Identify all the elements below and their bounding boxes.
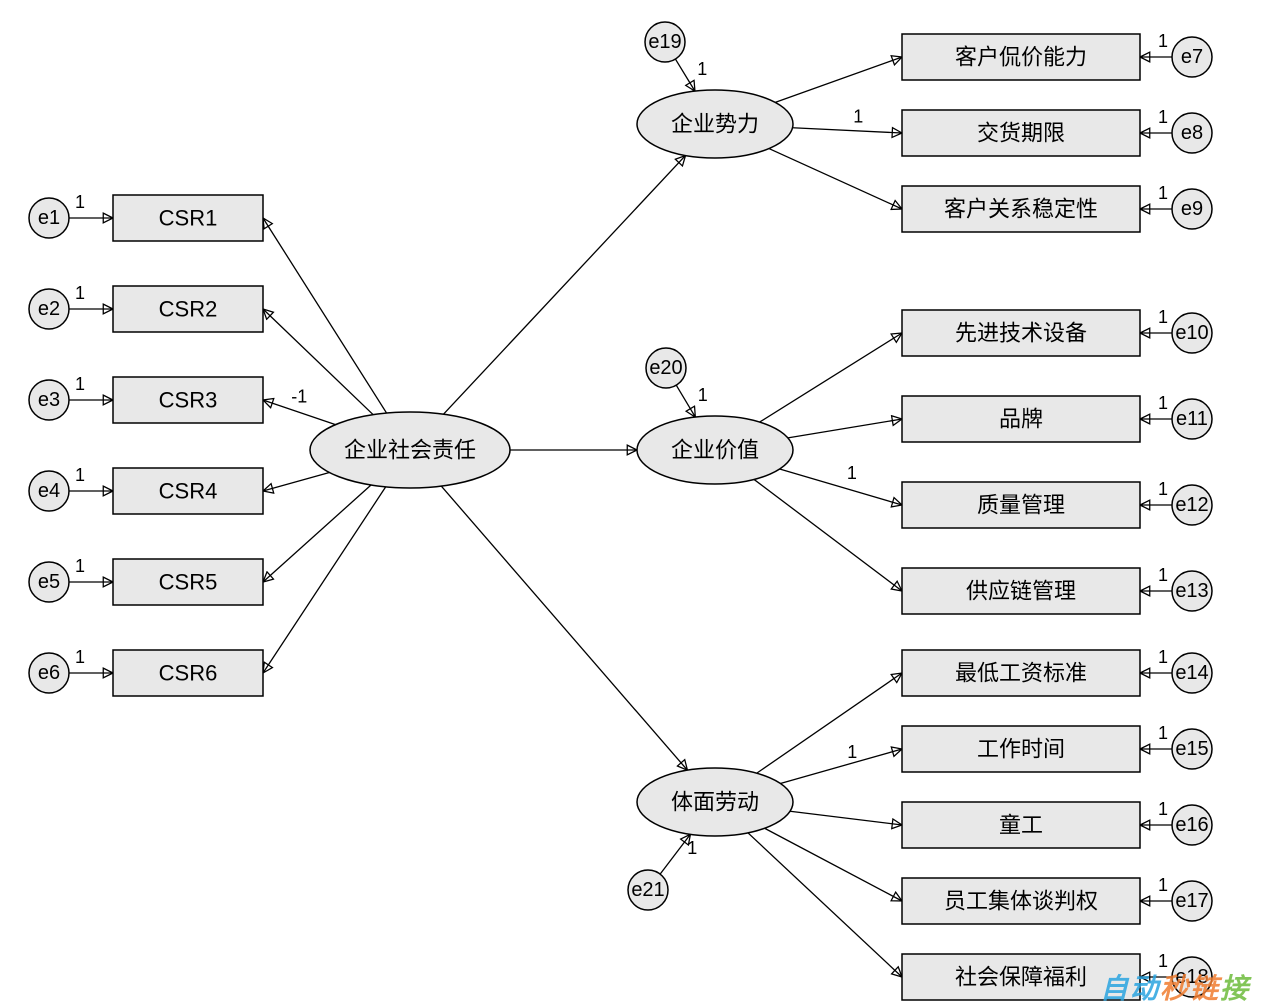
indicator-l1-label: 最低工资标准 xyxy=(955,661,1087,686)
error-e18-weight: 1 xyxy=(1158,951,1168,971)
error-e5-weight: 1 xyxy=(75,556,85,576)
latent-labor-label: 体面劳动 xyxy=(671,790,759,815)
error-e20-weight: 1 xyxy=(698,385,708,405)
indicator-csr5-label: CSR5 xyxy=(159,570,218,595)
error-e9-weight: 1 xyxy=(1158,183,1168,203)
indicator-l3-label: 童工 xyxy=(999,813,1043,838)
weight-v3: 1 xyxy=(847,463,857,483)
weight-csr3: -1 xyxy=(291,386,307,406)
error-e1-weight: 1 xyxy=(75,192,85,212)
error-e6-label: e6 xyxy=(38,662,60,684)
error-e14-weight: 1 xyxy=(1158,647,1168,667)
weight-l2: 1 xyxy=(847,742,857,762)
watermark: 自动秒链接 xyxy=(1100,973,1252,1004)
svg-text:动: 动 xyxy=(1130,973,1162,1004)
error-e9-label: e9 xyxy=(1181,198,1203,220)
indicator-l4-label: 员工集体谈判权 xyxy=(944,889,1098,914)
indicator-csr3-label: CSR3 xyxy=(159,388,218,413)
error-e16-label: e16 xyxy=(1175,814,1208,836)
weight-p2: 1 xyxy=(853,106,863,126)
latent-value-label: 企业价值 xyxy=(671,438,759,463)
latent-power-label: 企业势力 xyxy=(671,112,759,137)
error-e8-weight: 1 xyxy=(1158,107,1168,127)
indicator-p2-label: 交货期限 xyxy=(977,121,1065,146)
indicator-csr1-label: CSR1 xyxy=(159,206,218,231)
error-e17-weight: 1 xyxy=(1158,875,1168,895)
indicator-p1-label: 客户侃价能力 xyxy=(955,45,1087,70)
latent-csr-label: 企业社会责任 xyxy=(344,438,476,463)
error-e3-weight: 1 xyxy=(75,374,85,394)
error-e4-label: e4 xyxy=(38,480,60,502)
error-e8-label: e8 xyxy=(1181,122,1203,144)
indicator-csr6-label: CSR6 xyxy=(159,661,218,686)
error-e5-label: e5 xyxy=(38,571,60,593)
svg-text:自: 自 xyxy=(1100,973,1130,1004)
error-e11-weight: 1 xyxy=(1158,393,1168,413)
error-e7-label: e7 xyxy=(1181,46,1203,68)
error-e21-weight: 1 xyxy=(687,838,697,858)
error-e16-weight: 1 xyxy=(1158,799,1168,819)
error-e6-weight: 1 xyxy=(75,647,85,667)
indicator-p3-label: 客户关系稳定性 xyxy=(944,197,1098,222)
svg-text:秒: 秒 xyxy=(1160,973,1191,1004)
error-e15-weight: 1 xyxy=(1158,723,1168,743)
error-e7-weight: 1 xyxy=(1158,31,1168,51)
indicator-csr4-label: CSR4 xyxy=(159,479,218,504)
error-e17-label: e17 xyxy=(1175,890,1208,912)
error-e13-weight: 1 xyxy=(1158,565,1168,585)
error-e11-label: e11 xyxy=(1176,408,1208,430)
indicator-l5-label: 社会保障福利 xyxy=(955,965,1087,990)
error-e15-label: e15 xyxy=(1175,738,1208,760)
error-e19-weight: 1 xyxy=(697,59,707,79)
error-e2-weight: 1 xyxy=(75,283,85,303)
error-e10-label: e10 xyxy=(1175,322,1208,344)
indicator-v2-label: 品牌 xyxy=(999,407,1043,432)
sem-diagram: 企业社会责任企业势力企业价值体面劳动CSR1e11CSR2e21CSR3-1e3… xyxy=(0,0,1270,1008)
error-e21-label: e21 xyxy=(631,879,664,901)
error-e1-label: e1 xyxy=(38,207,60,229)
svg-text:接: 接 xyxy=(1220,973,1252,1004)
error-e3-label: e3 xyxy=(38,389,60,411)
error-e14-label: e14 xyxy=(1175,662,1208,684)
error-e10-weight: 1 xyxy=(1158,307,1168,327)
error-e12-weight: 1 xyxy=(1158,479,1168,499)
svg-text:链: 链 xyxy=(1190,973,1223,1004)
error-e13-label: e13 xyxy=(1175,580,1208,602)
error-e12-label: e12 xyxy=(1175,494,1208,516)
indicator-v1-label: 先进技术设备 xyxy=(955,321,1087,346)
error-e2-label: e2 xyxy=(38,298,60,320)
error-e20-label: e20 xyxy=(649,357,682,379)
indicator-l2-label: 工作时间 xyxy=(977,737,1065,762)
indicator-v3-label: 质量管理 xyxy=(977,493,1065,518)
indicator-v4-label: 供应链管理 xyxy=(966,579,1076,604)
error-e19-label: e19 xyxy=(648,31,681,53)
error-e4-weight: 1 xyxy=(75,465,85,485)
indicator-csr2-label: CSR2 xyxy=(159,297,218,322)
